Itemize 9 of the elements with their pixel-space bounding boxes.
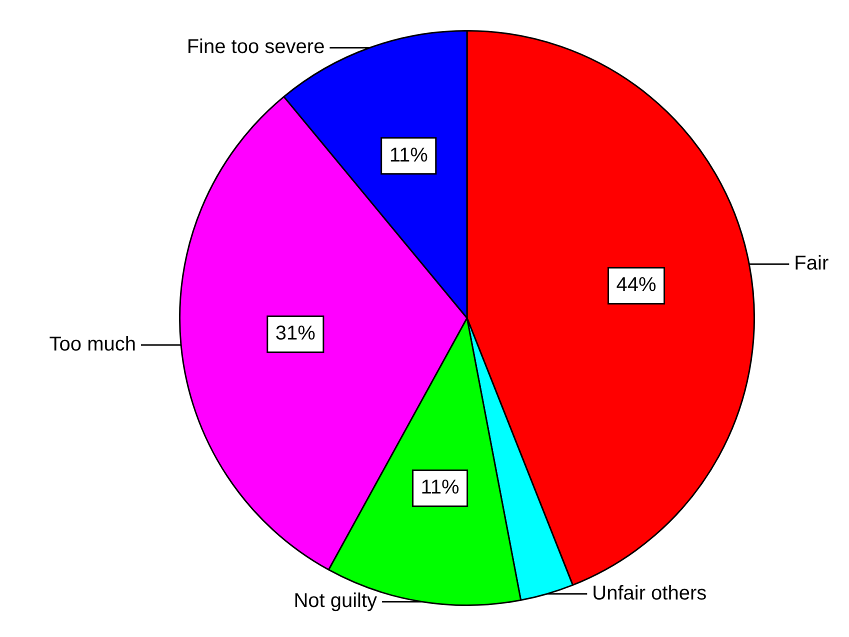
- data-label: 11%: [389, 144, 428, 166]
- data-label: 44%: [616, 274, 657, 296]
- slice-label: Fine too severe: [186, 36, 325, 58]
- data-label: 11%: [420, 476, 460, 499]
- slice-label: Too much: [49, 334, 136, 356]
- data-label: 31%: [275, 322, 316, 345]
- slice-label: Not guilty: [294, 590, 378, 612]
- slice-label: Fair: [794, 252, 829, 275]
- slice-label: Unfair others: [592, 582, 707, 604]
